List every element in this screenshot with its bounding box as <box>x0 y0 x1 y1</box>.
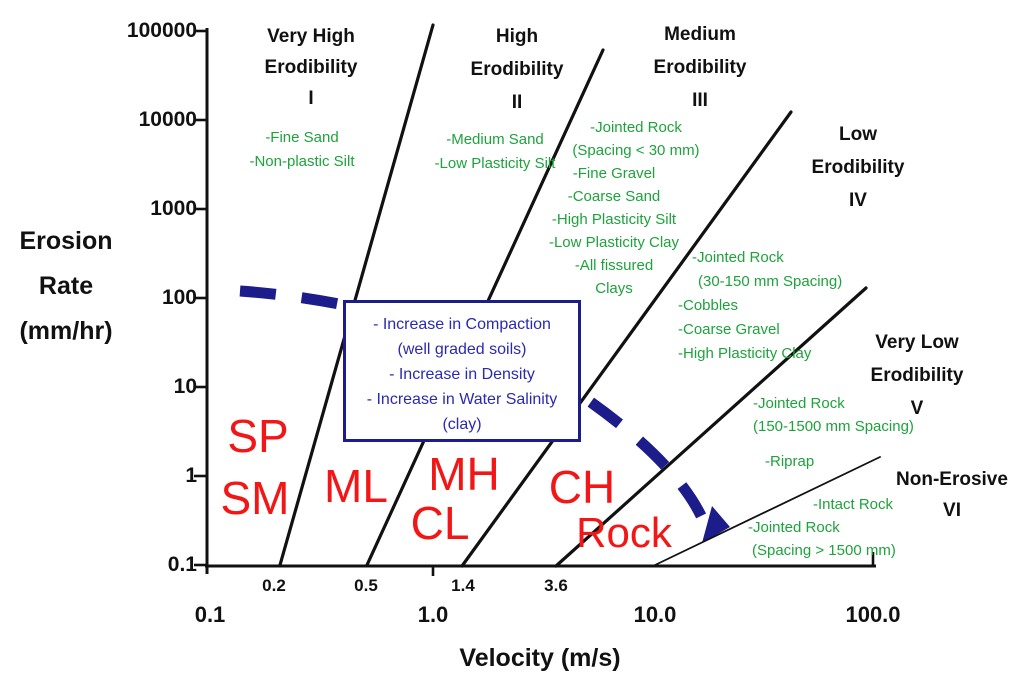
region-4-title-line1: Low <box>839 124 877 145</box>
material-item: -Coarse Sand <box>567 188 661 205</box>
material-item: (Spacing > 1500 mm) <box>752 542 896 559</box>
region-5-materials: -Jointed Rock (150-1500 mm Spacing) -Rip… <box>753 392 953 473</box>
x-axis-title: Velocity (m/s) <box>459 644 621 672</box>
y-tick-label-100000: 100000 <box>126 19 197 42</box>
region-1-title-line1: Very High <box>267 26 355 47</box>
material-item: -Intact Rock <box>813 496 894 513</box>
material-item: -High Plasticity Clay <box>678 345 812 362</box>
x-minor-label-0p2: 0.2 <box>262 576 286 595</box>
region-2-title: High Erodibility II <box>427 20 607 119</box>
region-1-materials: -Fine Sand -Non-plastic Silt <box>212 126 392 174</box>
material-item: -Jointed Rock <box>590 119 682 136</box>
y-tick-label-10: 10 <box>173 375 197 398</box>
y-tick-label-100: 100 <box>161 286 197 309</box>
x-major-label-10p0: 10.0 <box>633 602 677 627</box>
y-tick-label-1000: 1000 <box>150 197 197 220</box>
region-3-materials: -Jointed Rock (Spacing < 30 mm) -Fine Gr… <box>524 116 704 300</box>
region-1-title-line2: Erodibility <box>264 57 358 78</box>
x-major-label-100p0: 100.0 <box>845 602 901 627</box>
material-item: (30-150 mm Spacing) <box>698 273 843 290</box>
boundary-line-1-2 <box>278 23 435 567</box>
soil-label-rock: Rock <box>576 509 672 556</box>
region-5-title-line1: Very Low <box>875 332 959 353</box>
x-major-label-0p1: 0.1 <box>194 602 226 627</box>
boundary-line-4-5 <box>554 286 868 568</box>
region-5-numeral: V <box>910 398 924 419</box>
x-major-label-1p0: 1.0 <box>417 602 449 627</box>
material-item: -Jointed Rock <box>748 519 840 536</box>
x-minor-label-0p5: 0.5 <box>354 576 378 595</box>
y-axis-title-line2: Rate <box>38 272 94 300</box>
soil-label-ch: CH <box>548 461 616 513</box>
x-minor-label-3p6: 3.6 <box>544 576 568 595</box>
material-item: -Medium Sand <box>446 131 544 148</box>
material-item: -Cobbles <box>678 297 739 314</box>
annotation-line: - Increase in Density <box>389 366 535 383</box>
region-3-title-line1: Medium <box>664 24 736 45</box>
annotation-line: - Increase in Compaction <box>373 316 551 333</box>
trend-arrowhead-icon <box>702 506 730 543</box>
region-3-numeral: III <box>692 90 708 111</box>
region-3-title-line2: Erodibility <box>653 57 747 78</box>
y-tick-label-10000: 10000 <box>138 108 197 131</box>
material-item: -Fine Gravel <box>572 165 656 182</box>
annotation-box: - Increase in Compaction (well graded so… <box>343 300 581 442</box>
annotation-line: (clay) <box>442 416 482 433</box>
soil-label-mh: MH <box>428 448 500 500</box>
region-6-numeral: VI <box>943 500 961 521</box>
material-item: -Low Plasticity Silt <box>434 155 556 172</box>
region-1-title: Very High Erodibility I <box>221 21 401 114</box>
annotation-line: (well graded soils) <box>397 341 527 358</box>
y-tick-label-1: 1 <box>185 464 197 487</box>
region-6-materials: -Intact Rock -Jointed Rock (Spacing > 15… <box>748 493 938 562</box>
region-2-title-line1: High <box>495 26 539 47</box>
region-2-materials: -Medium Sand -Low Plasticity Silt <box>405 128 585 176</box>
boundary-line-3-4 <box>460 110 793 568</box>
region-3-title: Medium Erodibility III <box>610 18 790 117</box>
soil-label-sp: SP <box>227 410 289 462</box>
material-item: -Fine Sand <box>265 129 339 146</box>
region-6-title: Non-Erosive VI <box>862 464 1024 526</box>
material-item: -Coarse Gravel <box>678 321 780 338</box>
x-minor-label-1p4: 1.4 <box>451 576 475 595</box>
material-item: -All fissured <box>574 257 654 274</box>
region-4-title-line2: Erodibility <box>811 157 905 178</box>
soil-label-ml: ML <box>324 460 388 512</box>
y-axis-title-line3: (mm/hr) <box>19 317 113 345</box>
material-item: -Riprap <box>765 453 815 470</box>
material-item: Clays <box>595 280 633 297</box>
material-item: -Low Plasticity Clay <box>548 234 680 251</box>
region-2-numeral: II <box>511 92 523 113</box>
material-item: -Jointed Rock <box>692 249 784 266</box>
region-5-title: Very Low Erodibility V <box>827 326 1007 425</box>
region-6-title-line1: Non-Erosive <box>896 469 1008 490</box>
material-item: (Spacing < 30 mm) <box>572 142 700 159</box>
region-4-title: Low Erodibility IV <box>768 118 948 217</box>
y-axis-title: Erosion Rate (mm/hr) <box>0 219 132 354</box>
material-item: -High Plasticity Silt <box>551 211 677 228</box>
annotation-line: - Increase in Water Salinity <box>366 391 558 408</box>
material-item: (150-1500 mm Spacing) <box>753 418 914 435</box>
soil-label-sm: SM <box>220 472 290 524</box>
region-4-numeral: IV <box>849 190 867 211</box>
boundary-line-5-6 <box>652 456 881 567</box>
y-tick-label-0p1: 0.1 <box>167 553 197 576</box>
material-item: -Jointed Rock <box>753 395 845 412</box>
region-2-title-line2: Erodibility <box>470 59 564 80</box>
soil-label-cl: CL <box>410 497 470 549</box>
material-item: -Non-plastic Silt <box>249 153 355 170</box>
region-1-numeral: I <box>308 88 314 109</box>
y-axis-title-line1: Erosion <box>19 227 113 255</box>
region-4-materials: -Jointed Rock (30-150 mm Spacing) -Cobbl… <box>678 246 888 366</box>
region-5-title-line2: Erodibility <box>870 365 964 386</box>
